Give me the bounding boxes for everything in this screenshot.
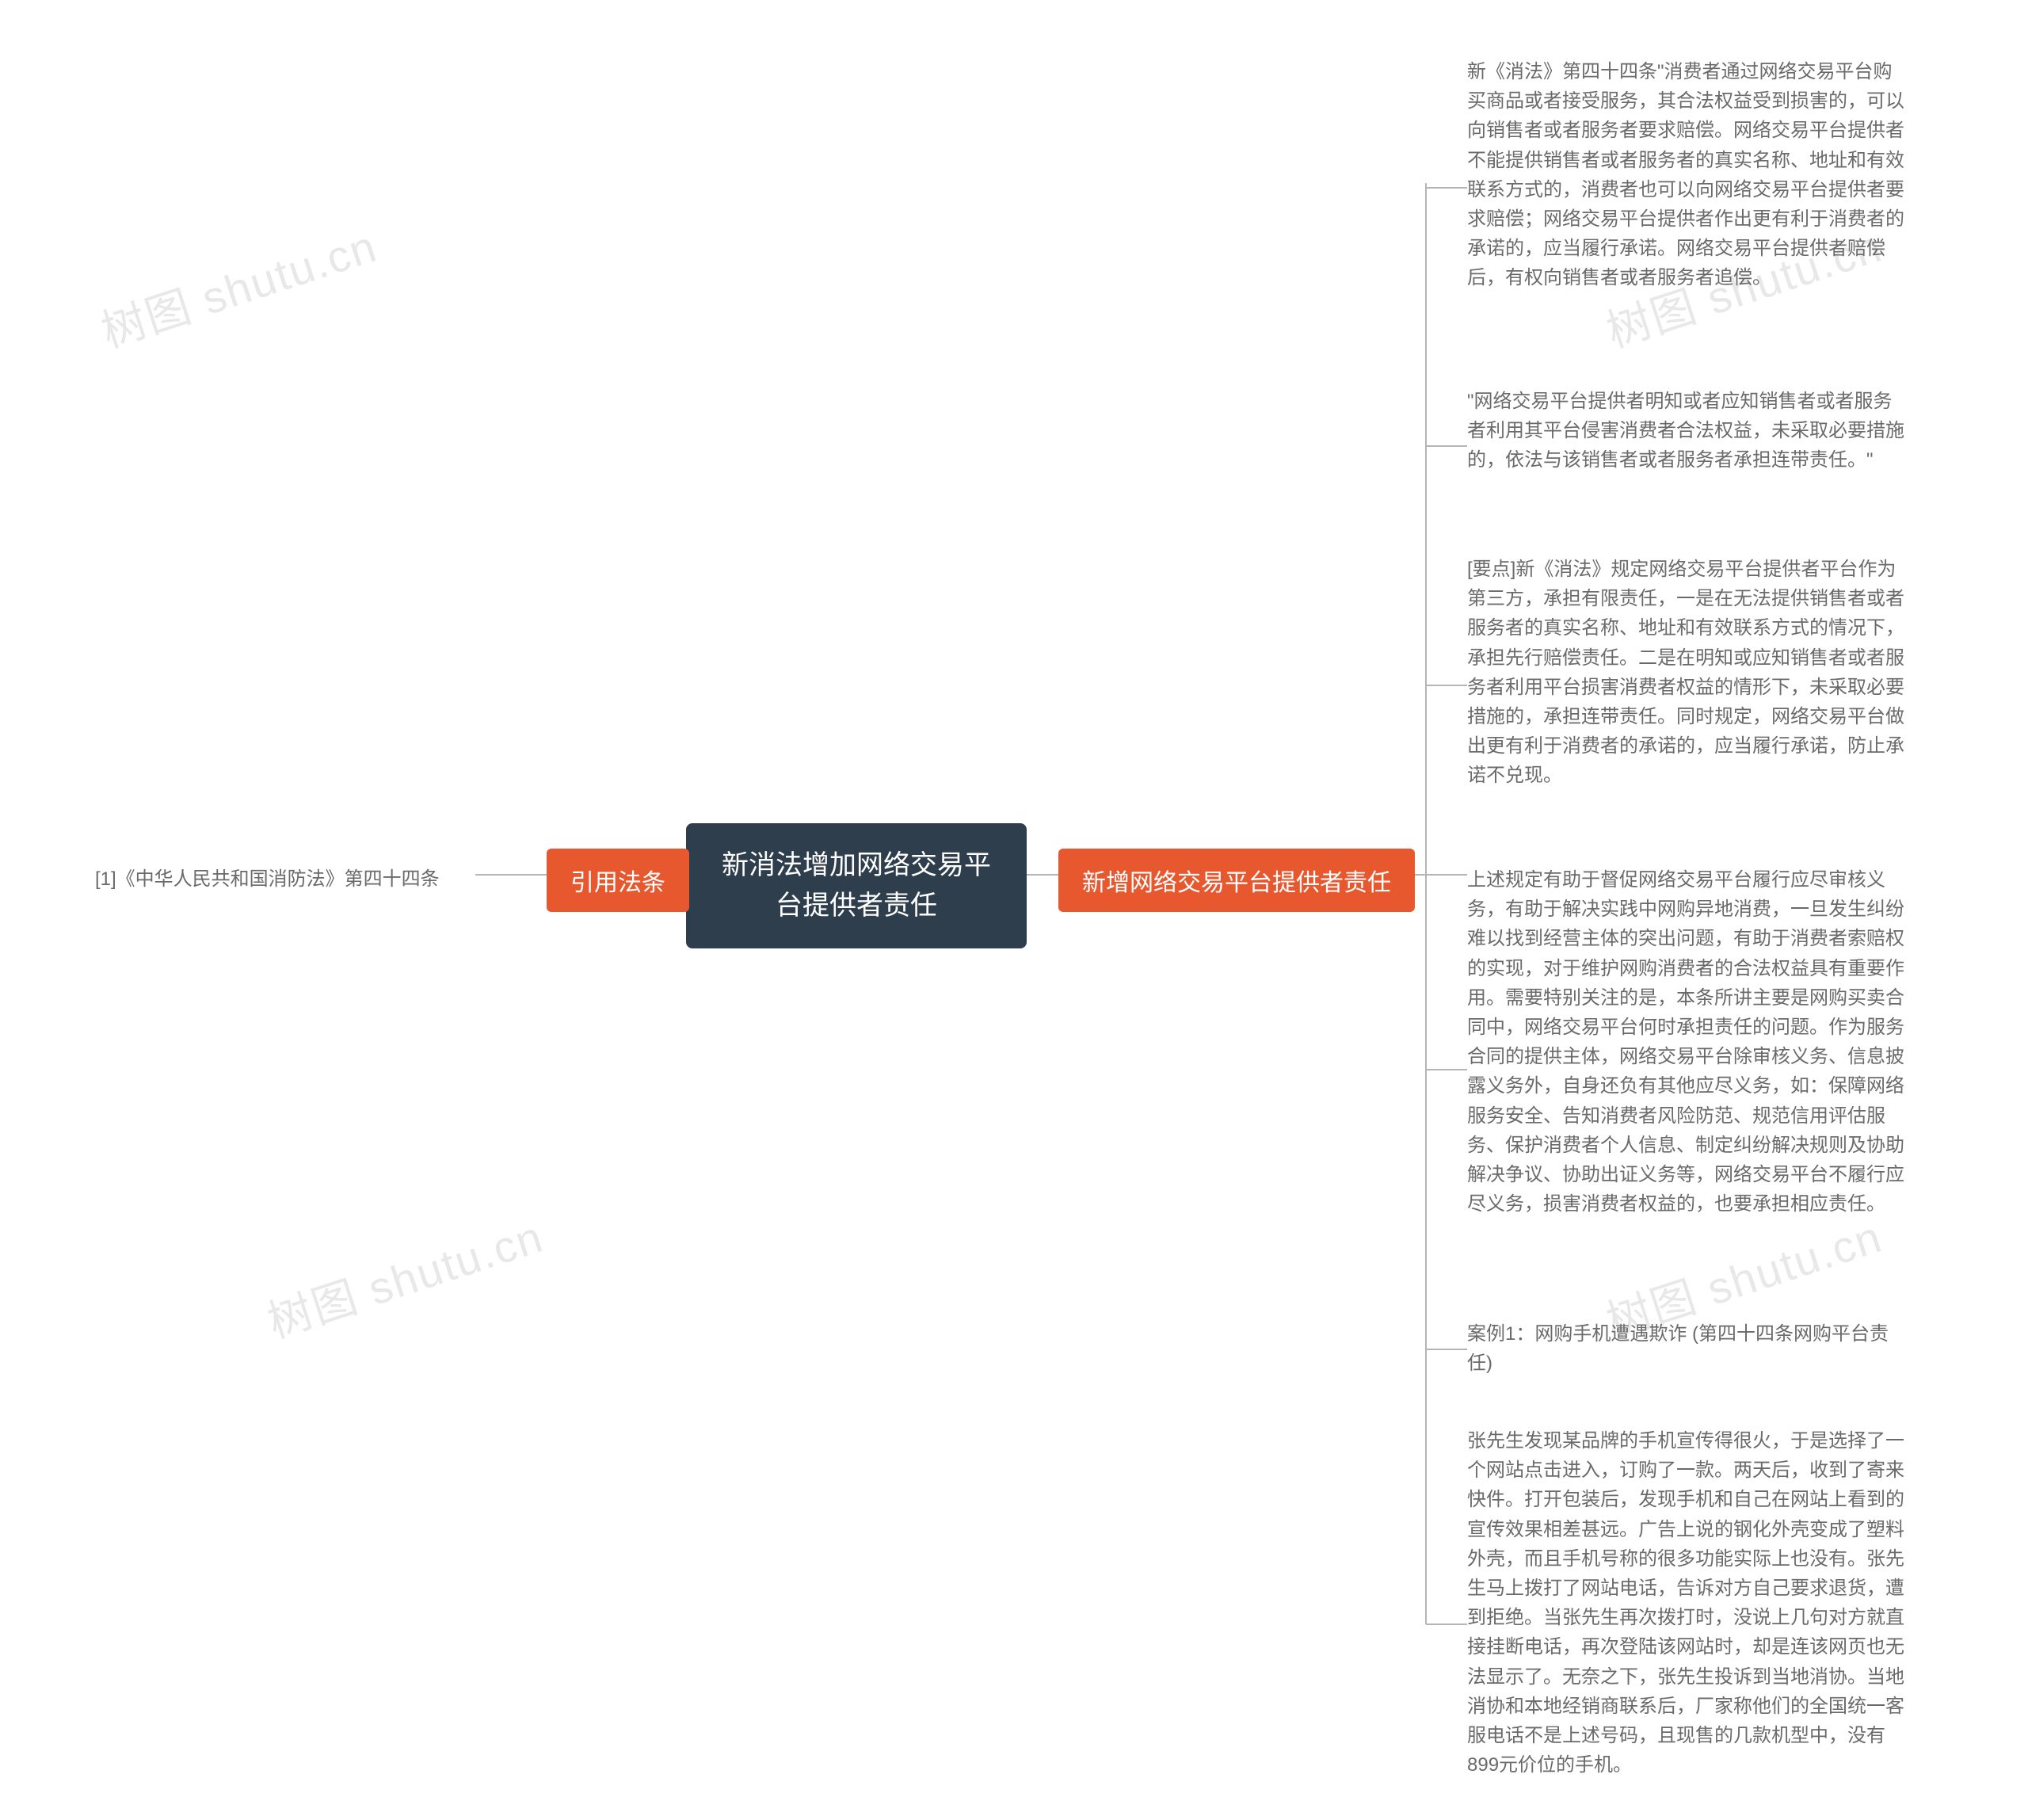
level1-right: 新增网络交易平台提供者责任	[1058, 849, 1415, 912]
watermark: 树图 shutu.cn	[92, 211, 384, 361]
leaf-right-5: 张先生发现某品牌的手机宣传得很火，于是选择了一个网站点击进入，订购了一款。两天后…	[1467, 1426, 1907, 1780]
leaf-right-1: "网络交易平台提供者明知或者应知销售者或者服务者利用其平台侵害消费者合法权益，未…	[1467, 387, 1907, 475]
leaf-right-4: 案例1：网购手机遭遇欺诈 (第四十四条网购平台责任)	[1467, 1319, 1907, 1378]
level1-left: 引用法条	[547, 849, 689, 912]
leaf-right-2: [要点]新《消法》规定网络交易平台提供者平台作为第三方，承担有限责任，一是在无法…	[1467, 555, 1907, 791]
leaf-right-0: 新《消法》第四十四条"消费者通过网络交易平台购买商品或者接受服务，其合法权益受到…	[1467, 57, 1907, 293]
leaf-left-0: [1]《中华人民共和国消防法》第四十四条	[95, 863, 440, 891]
root-node: 新消法增加网络交易平台提供者责任	[686, 823, 1027, 948]
watermark: 树图 shutu.cn	[258, 1201, 551, 1351]
leaf-right-3: 上述规定有助于督促网络交易平台履行应尽审核义务，有助于解决实践中网购异地消费，一…	[1467, 865, 1907, 1219]
